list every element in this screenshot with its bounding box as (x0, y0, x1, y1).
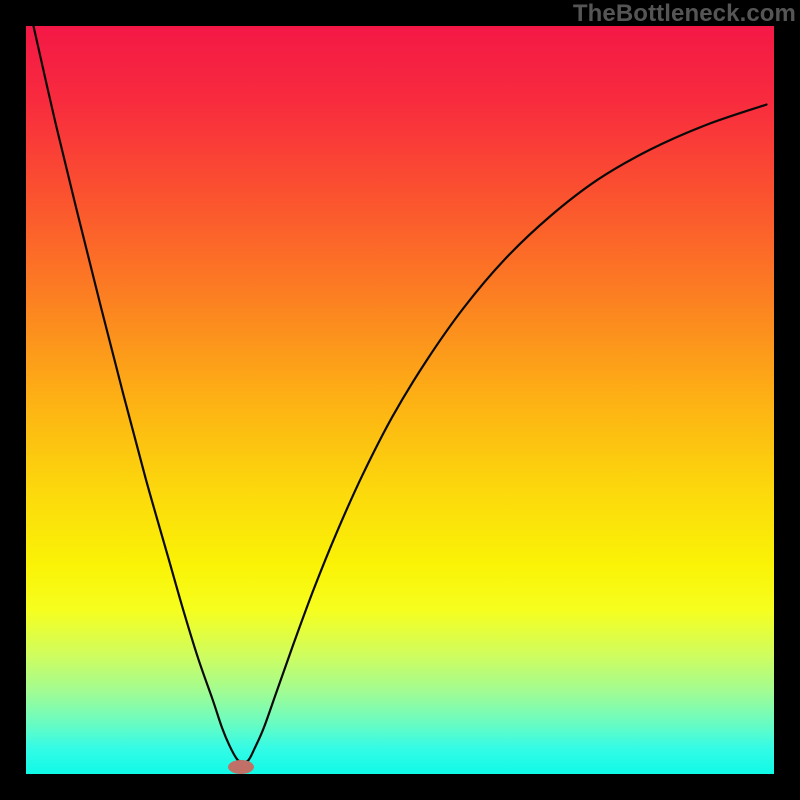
bottleneck-curve-chart (26, 26, 774, 774)
watermark-text: TheBottleneck.com (573, 0, 796, 28)
plot-area (26, 26, 774, 774)
bottleneck-curve (33, 26, 766, 762)
bottleneck-marker (228, 760, 254, 774)
frame: TheBottleneck.com (0, 0, 800, 800)
